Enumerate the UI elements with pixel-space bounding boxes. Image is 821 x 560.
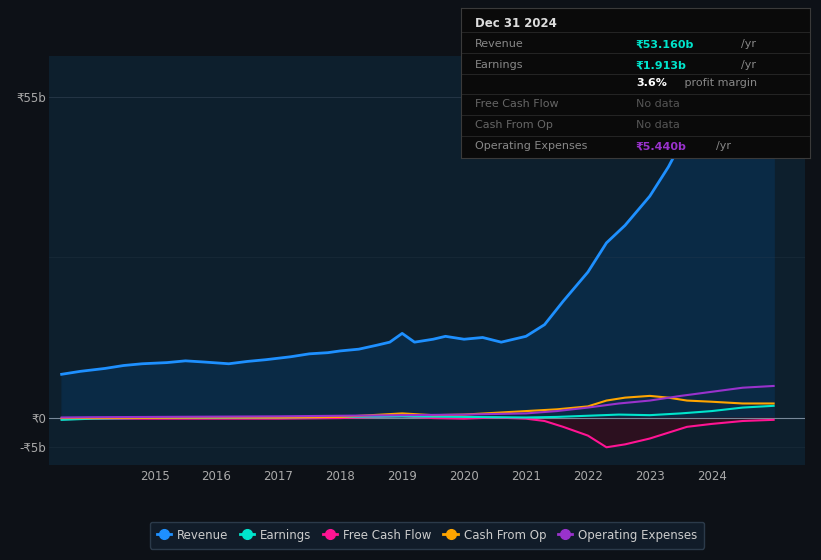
Text: Earnings: Earnings	[475, 60, 524, 71]
Text: /yr: /yr	[716, 142, 732, 151]
Legend: Revenue, Earnings, Free Cash Flow, Cash From Op, Operating Expenses: Revenue, Earnings, Free Cash Flow, Cash …	[149, 522, 704, 549]
Text: No data: No data	[636, 120, 680, 130]
Text: Operating Expenses: Operating Expenses	[475, 142, 588, 151]
Text: Free Cash Flow: Free Cash Flow	[475, 100, 559, 109]
Text: ₹1.913b: ₹1.913b	[636, 60, 686, 71]
Text: No data: No data	[636, 100, 680, 109]
Text: profit margin: profit margin	[681, 78, 757, 88]
Text: 3.6%: 3.6%	[636, 78, 667, 88]
Text: Revenue: Revenue	[475, 39, 524, 49]
Text: Cash From Op: Cash From Op	[475, 120, 553, 130]
Text: /yr: /yr	[741, 39, 755, 49]
Text: /yr: /yr	[741, 60, 755, 71]
Text: ₹5.440b: ₹5.440b	[636, 142, 686, 151]
Text: ₹53.160b: ₹53.160b	[636, 39, 695, 49]
Text: Dec 31 2024: Dec 31 2024	[475, 17, 557, 30]
